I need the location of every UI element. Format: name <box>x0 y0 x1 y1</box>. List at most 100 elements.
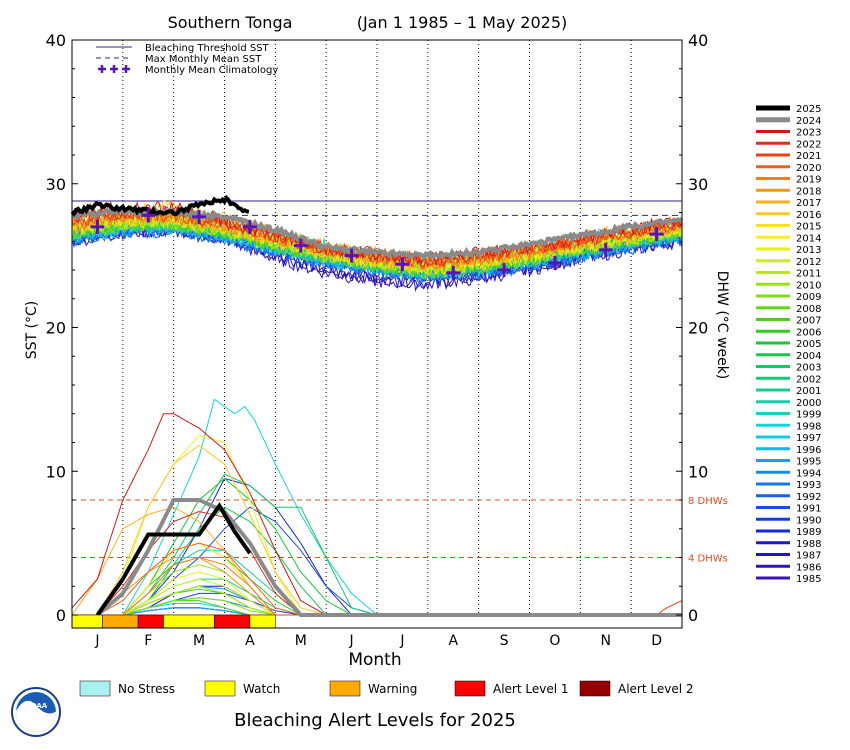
legend-swatch <box>98 65 106 73</box>
dhw-line-2017 <box>71 506 682 616</box>
alert-bar-2025 <box>71 614 276 629</box>
alert-legend-label: No Stress <box>118 682 175 696</box>
dhw-line-2025 <box>95 502 252 617</box>
year-legend-label: 2013 <box>796 245 821 256</box>
year-legend-label: 2001 <box>796 386 821 397</box>
y-tick-label-right: 20 <box>688 319 708 338</box>
dhw-line-2023 <box>71 413 682 616</box>
month-tick-label: A <box>448 633 458 649</box>
footer-title: Bleaching Alert Levels for 2025 <box>234 710 516 731</box>
alert-bar-segment <box>102 614 139 629</box>
year-legend-label: 1996 <box>796 445 821 456</box>
y-tick-label-left: 40 <box>46 31 66 50</box>
y-tick-label-right: 30 <box>688 175 708 194</box>
year-legend-label: 1989 <box>796 527 821 538</box>
year-legend-label: 2015 <box>796 222 821 233</box>
year-legend-label: 2009 <box>796 292 821 303</box>
year-legend-label: 1998 <box>796 421 821 432</box>
year-legend-label: 2024 <box>796 116 821 127</box>
year-legend-label: 2020 <box>796 163 821 174</box>
climatology-marker <box>547 255 562 270</box>
plot-frame <box>71 39 683 629</box>
month-tick-label: J <box>94 633 99 649</box>
dhw-threshold-label: 8 DHWs <box>688 496 728 507</box>
year-legend-label: 2004 <box>796 351 821 362</box>
dhw-line-2019 <box>122 556 682 616</box>
month-tick-label: D <box>651 633 662 649</box>
year-legend-label: 2022 <box>796 139 821 150</box>
alert-bar-segment <box>249 614 276 629</box>
climatology-marker <box>649 227 664 242</box>
noaa-logo-text: NOAA <box>25 702 48 710</box>
dhw-line-2014 <box>96 434 682 616</box>
climatology-marker <box>192 209 207 224</box>
alert-legend-label: Alert Level 1 <box>493 682 569 696</box>
plot-area <box>72 40 682 628</box>
axes: 0 0 10 10 20 20 30 30 40 40 J F M A M J J A S O N D <box>46 31 709 649</box>
year-legend-label: 2021 <box>796 151 821 162</box>
sst-line-2025 <box>70 194 250 217</box>
y-tick-label-left: 10 <box>46 462 66 481</box>
alert-legend-swatch <box>579 680 611 697</box>
alert-bar-segment <box>214 614 251 629</box>
month-tick-label: J <box>349 633 354 649</box>
year-legend-label: 2000 <box>796 398 821 409</box>
month-tick-label: M <box>193 633 205 649</box>
dhw-threshold-label: 4 DHWs <box>688 554 728 565</box>
dhw-line-2013 <box>122 571 682 616</box>
year-legend-label: 1994 <box>796 468 821 479</box>
x-axis-label: Month <box>348 650 401 670</box>
alert-bar-segment <box>137 614 164 629</box>
year-legend-label: 1992 <box>796 492 821 503</box>
noaa-logo: NOAA <box>11 687 61 737</box>
alert-legend-swatch <box>79 680 111 697</box>
year-legend-label: 2010 <box>796 280 821 291</box>
sst-series <box>70 194 684 292</box>
year-legend-label: 2006 <box>796 327 821 338</box>
month-tick-label: O <box>549 633 560 649</box>
climatology-marker <box>395 257 410 272</box>
legend-label: Monthly Mean Climatology <box>145 65 278 76</box>
month-tick-label: M <box>295 633 307 649</box>
year-legend-label: 2008 <box>796 304 821 315</box>
dhw-line-2022 <box>97 510 682 616</box>
chart-title: Southern Tonga <box>168 13 293 32</box>
y-tick-label-left: 30 <box>46 175 66 194</box>
legend-label: Max Monthly Mean SST <box>145 54 262 65</box>
alert-legend-swatch <box>454 680 486 697</box>
year-legend-label: 2007 <box>796 316 821 327</box>
dhw-line-2004 <box>122 506 682 616</box>
dhw-line-2024 <box>96 498 682 617</box>
alert-legend-label: Watch <box>243 682 280 696</box>
dhw-line-2016 <box>96 444 682 616</box>
legend-swatch <box>122 65 130 73</box>
climatology-marker <box>598 242 613 257</box>
legend-label: Bleaching Threshold SST <box>145 43 270 54</box>
alert-legend-label: Alert Level 2 <box>618 682 694 696</box>
y-tick-label-right: 0 <box>688 606 698 625</box>
month-tick-label: S <box>500 633 509 649</box>
dhw-line-2003 <box>122 473 682 616</box>
year-legend-label: 2005 <box>796 339 821 350</box>
climatology-marker <box>141 208 156 223</box>
year-legend-label: 2019 <box>796 175 821 186</box>
year-legend-label: 2003 <box>796 363 821 374</box>
year-legend-label: 2002 <box>796 374 821 385</box>
climatology-marker <box>446 265 461 280</box>
y-tick-label-left: 0 <box>56 606 66 625</box>
alert-level-legend: No Stress Watch Warning Alert Level 1 Alert … <box>79 680 694 697</box>
dhw-line-1996 <box>122 607 682 616</box>
climatology-marker <box>293 238 308 253</box>
alert-bar-segment <box>71 614 103 629</box>
alert-legend-swatch <box>329 680 361 697</box>
month-tick-label: J <box>399 633 404 649</box>
year-legend-label: 1997 <box>796 433 821 444</box>
year-legend-label: 2012 <box>796 257 821 268</box>
year-legend-label: 1990 <box>796 515 821 526</box>
dhw-series <box>71 398 683 617</box>
dhw-line-2009 <box>122 597 682 616</box>
y-tick-label-left: 20 <box>46 319 66 338</box>
year-legend-label: 2018 <box>796 186 821 197</box>
